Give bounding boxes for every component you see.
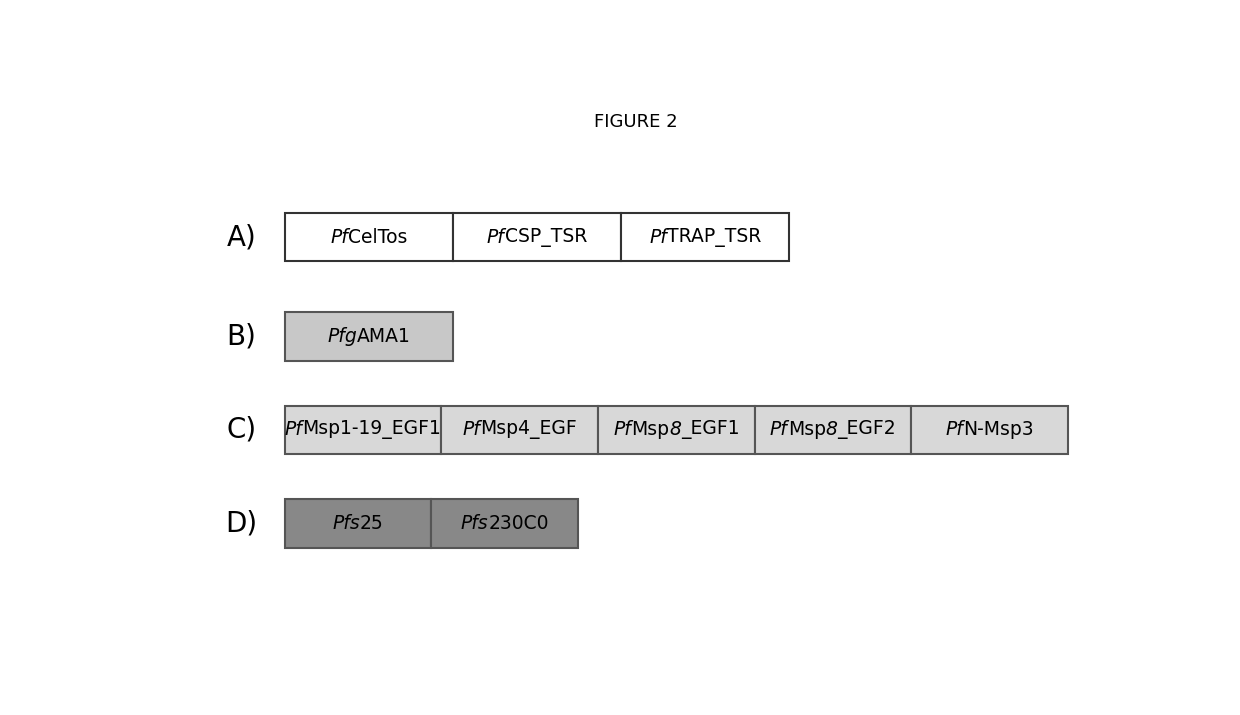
Text: Pf: Pf [649, 227, 667, 247]
Text: Msp1-19_EGF1: Msp1-19_EGF1 [303, 420, 441, 440]
Text: Pf: Pf [285, 420, 303, 440]
Text: N-Msp3: N-Msp3 [963, 420, 1034, 440]
Text: FIGURE 2: FIGURE 2 [594, 112, 677, 131]
Text: Pf: Pf [463, 420, 480, 440]
Text: TRAP_TSR: TRAP_TSR [667, 227, 761, 247]
Text: Pfs: Pfs [460, 514, 489, 533]
Text: 8: 8 [826, 420, 837, 440]
Text: Pfs: Pfs [332, 514, 360, 533]
Bar [285, 405, 441, 454]
Text: CelTos: CelTos [348, 227, 408, 247]
Text: Pfg: Pfg [327, 327, 357, 346]
Text: Pf: Pf [945, 420, 963, 440]
Text: Pf: Pf [613, 420, 631, 440]
Text: Pf: Pf [330, 227, 348, 247]
Text: Msp: Msp [631, 420, 670, 440]
Text: 25: 25 [360, 514, 383, 533]
Text: CSP_TSR: CSP_TSR [505, 227, 587, 247]
Bar [598, 405, 755, 454]
Bar [755, 405, 911, 454]
Bar [911, 405, 1068, 454]
Text: Pf: Pf [770, 420, 787, 440]
Text: B): B) [227, 322, 257, 350]
Text: AMA1: AMA1 [357, 327, 410, 346]
Text: 230C0: 230C0 [489, 514, 548, 533]
Bar [453, 213, 621, 262]
Bar [621, 213, 789, 262]
Bar [432, 499, 578, 548]
Text: Msp: Msp [787, 420, 826, 440]
Text: Msp4_EGF: Msp4_EGF [480, 420, 577, 440]
Text: _EGF1: _EGF1 [681, 420, 739, 440]
Bar [285, 213, 453, 262]
Bar [285, 499, 432, 548]
Text: D): D) [226, 510, 258, 538]
Text: _EGF2: _EGF2 [837, 420, 897, 440]
Bar [285, 312, 453, 360]
Text: A): A) [227, 223, 257, 251]
Text: 8: 8 [670, 420, 681, 440]
Bar [441, 405, 598, 454]
Text: C): C) [227, 416, 257, 444]
Text: Pf: Pf [487, 227, 505, 247]
